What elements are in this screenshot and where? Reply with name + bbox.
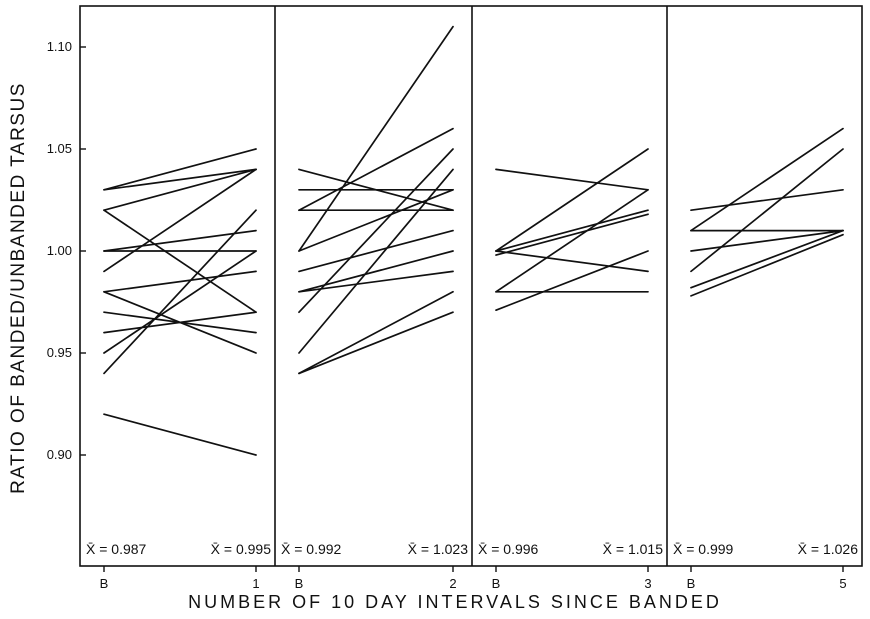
series-line [298, 25, 454, 252]
series-line [103, 270, 257, 293]
mean-end-label: X̄ = 0.995 [211, 541, 272, 557]
series-line [103, 168, 257, 191]
series-line [495, 168, 649, 191]
series-line [495, 250, 649, 312]
panel-1: B 1 X̄ = 0.987 X̄ = 0.995 [86, 148, 272, 591]
series-line [495, 209, 649, 252]
y-axis: 0.90 0.95 1.00 1.05 1.10 [47, 39, 86, 462]
mean-start-label: X̄ = 0.999 [673, 541, 734, 557]
y-tick-label: 1.05 [47, 141, 72, 156]
series-line [298, 229, 454, 273]
series-line [103, 168, 257, 212]
series-line [298, 148, 454, 314]
series-line [103, 250, 257, 354]
x-category-label: 1 [252, 576, 259, 591]
series-line [103, 209, 257, 314]
mean-end-label: X̄ = 1.023 [408, 541, 469, 557]
x-category-label: B [295, 576, 304, 591]
plot-border [79, 5, 863, 567]
series-line [690, 127, 844, 232]
y-tick-label: 0.95 [47, 345, 72, 360]
series-line [103, 209, 257, 375]
x-category-label: 5 [839, 576, 846, 591]
series-line [690, 148, 844, 273]
series-line [495, 250, 649, 273]
series-line [103, 148, 257, 191]
x-category-label: B [492, 576, 501, 591]
y-tick-label: 1.10 [47, 39, 72, 54]
series-line [495, 188, 649, 293]
x-axis-label: NUMBER OF 10 DAY INTERVALS SINCE BANDED [188, 592, 722, 612]
series-line [495, 148, 649, 252]
x-category-label: B [687, 576, 696, 591]
series-line [103, 168, 257, 273]
mean-start-label: X̄ = 0.996 [478, 541, 539, 557]
mean-end-label: X̄ = 1.026 [798, 541, 859, 557]
series-line [495, 213, 649, 256]
series-line [298, 188, 454, 252]
mean-start-label: X̄ = 0.992 [281, 541, 342, 557]
x-category-label: 2 [449, 576, 456, 591]
y-tick-label: 1.00 [47, 243, 72, 258]
x-category-label: B [100, 576, 109, 591]
mean-start-label: X̄ = 0.987 [86, 541, 147, 557]
series-line [298, 270, 454, 293]
plot-frame [79, 5, 863, 567]
series-line [103, 229, 257, 252]
series-line [298, 290, 454, 375]
panel-3: B 3 X̄ = 0.996 X̄ = 1.015 [478, 148, 664, 591]
series-line [298, 127, 454, 212]
panel-2: B 2 X̄ = 0.992 X̄ = 1.023 [281, 25, 469, 591]
y-tick-label: 0.90 [47, 447, 72, 462]
series-line [690, 229, 844, 289]
series-line [298, 168, 454, 354]
series-line [103, 413, 257, 456]
mean-end-label: X̄ = 1.015 [603, 541, 664, 557]
y-axis-label: RATIO OF BANDED/UNBANDED TARSUS [8, 82, 29, 494]
series-line [298, 250, 454, 293]
panels: B 1 X̄ = 0.987 X̄ = 0.995 B 2 X̄ = 0.992 X̄ = 1… [86, 25, 859, 591]
series-line [690, 229, 844, 252]
series-line [103, 311, 257, 334]
x-category-label: 3 [644, 576, 651, 591]
series-line [690, 188, 844, 212]
series-line [298, 311, 454, 375]
panel-4: B 5 X̄ = 0.999 X̄ = 1.026 [673, 127, 859, 591]
series-line [690, 233, 844, 297]
